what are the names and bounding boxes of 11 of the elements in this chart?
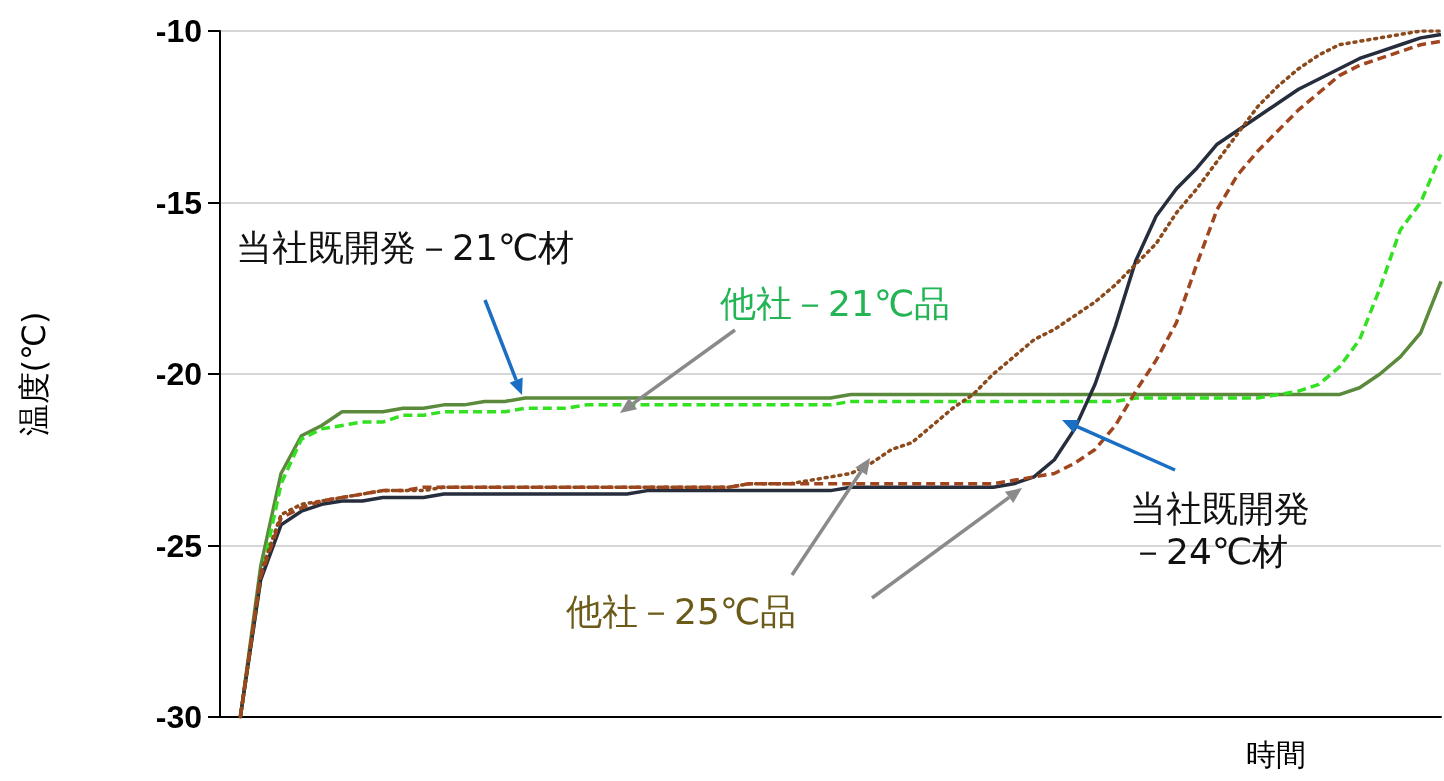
y-tick-label: -30 bbox=[155, 699, 202, 735]
y-tick-label: -10 bbox=[155, 13, 202, 49]
annotation: 当社既開発－24℃材 bbox=[1130, 487, 1311, 574]
x-axis-title: 時間 bbox=[1246, 736, 1306, 772]
y-tick-label: -25 bbox=[155, 527, 202, 564]
annotation: 当社既開発－21℃材 bbox=[236, 226, 575, 270]
annotation: 他社－25℃品 bbox=[566, 590, 797, 634]
y-tick-label: -20 bbox=[155, 356, 202, 392]
y-tick-label: -15 bbox=[155, 184, 202, 221]
y-axis-title: 温度(℃) bbox=[15, 311, 53, 437]
annotation: 他社－21℃品 bbox=[720, 282, 951, 326]
